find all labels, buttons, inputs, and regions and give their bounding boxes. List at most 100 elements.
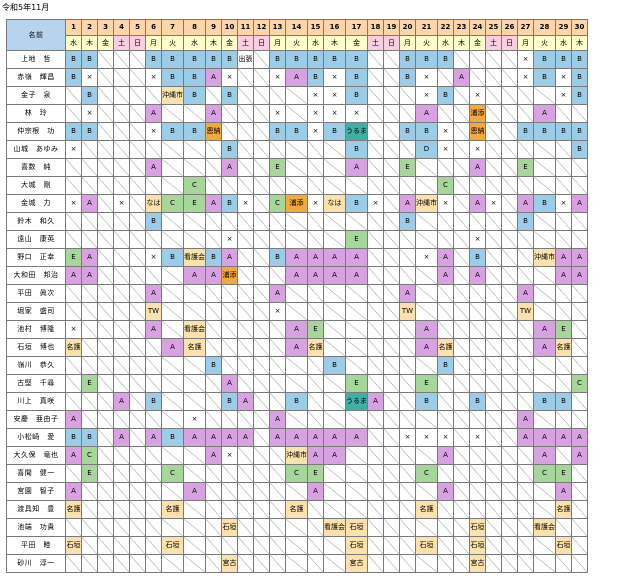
schedule-cell[interactable]: B <box>65 50 82 69</box>
schedule-cell[interactable] <box>81 320 98 339</box>
schedule-cell[interactable]: 看護会 <box>183 248 206 267</box>
schedule-cell[interactable] <box>307 212 324 231</box>
schedule-cell[interactable] <box>501 248 518 267</box>
schedule-cell[interactable] <box>367 284 384 303</box>
schedule-cell[interactable] <box>113 536 130 555</box>
schedule-cell[interactable]: A <box>323 428 346 447</box>
schedule-cell[interactable]: 石垣 <box>469 536 486 555</box>
schedule-cell[interactable]: 名護 <box>285 500 308 519</box>
schedule-cell[interactable]: × <box>323 86 346 105</box>
schedule-cell[interactable] <box>129 446 146 465</box>
schedule-cell[interactable] <box>285 374 308 393</box>
schedule-cell[interactable] <box>453 194 470 213</box>
schedule-cell[interactable] <box>145 500 162 519</box>
schedule-cell[interactable] <box>453 338 470 357</box>
schedule-cell[interactable] <box>97 302 114 321</box>
schedule-cell[interactable]: A <box>323 248 346 267</box>
schedule-cell[interactable] <box>383 194 400 213</box>
schedule-cell[interactable] <box>97 176 114 195</box>
schedule-cell[interactable] <box>129 374 146 393</box>
schedule-cell[interactable] <box>453 536 470 555</box>
schedule-cell[interactable]: 石垣 <box>469 518 486 537</box>
schedule-cell[interactable] <box>415 446 438 465</box>
schedule-cell[interactable]: × <box>469 428 486 447</box>
schedule-cell[interactable] <box>269 392 286 411</box>
schedule-cell[interactable] <box>367 554 384 573</box>
schedule-cell[interactable]: A <box>183 266 206 285</box>
schedule-cell[interactable] <box>307 536 324 555</box>
schedule-cell[interactable] <box>113 86 130 105</box>
schedule-cell[interactable] <box>453 410 470 429</box>
schedule-cell[interactable] <box>571 518 588 537</box>
schedule-cell[interactable] <box>161 302 184 321</box>
schedule-cell[interactable]: × <box>469 86 486 105</box>
schedule-cell[interactable] <box>129 554 146 573</box>
schedule-cell[interactable] <box>383 248 400 267</box>
schedule-cell[interactable]: A <box>205 428 222 447</box>
schedule-cell[interactable]: TW <box>517 302 534 321</box>
schedule-cell[interactable] <box>113 212 130 231</box>
schedule-cell[interactable] <box>81 500 98 519</box>
schedule-cell[interactable]: × <box>307 122 324 141</box>
schedule-cell[interactable] <box>383 176 400 195</box>
schedule-cell[interactable]: × <box>65 194 82 213</box>
schedule-cell[interactable] <box>237 338 254 357</box>
schedule-cell[interactable]: A <box>555 482 572 501</box>
schedule-cell[interactable] <box>221 104 238 123</box>
schedule-cell[interactable] <box>81 158 98 177</box>
schedule-cell[interactable]: A <box>205 194 222 213</box>
schedule-cell[interactable] <box>485 374 502 393</box>
schedule-cell[interactable] <box>113 104 130 123</box>
schedule-cell[interactable] <box>501 338 518 357</box>
schedule-cell[interactable]: うるま <box>345 392 368 411</box>
schedule-cell[interactable] <box>237 68 254 87</box>
schedule-cell[interactable] <box>437 320 454 339</box>
schedule-cell[interactable]: C <box>183 176 206 195</box>
schedule-cell[interactable] <box>221 320 238 339</box>
schedule-cell[interactable] <box>517 446 534 465</box>
schedule-cell[interactable] <box>97 50 114 69</box>
schedule-cell[interactable] <box>285 104 308 123</box>
schedule-cell[interactable] <box>485 158 502 177</box>
schedule-cell[interactable] <box>399 410 416 429</box>
schedule-cell[interactable]: × <box>555 86 572 105</box>
schedule-cell[interactable] <box>253 158 270 177</box>
schedule-cell[interactable] <box>485 266 502 285</box>
schedule-cell[interactable] <box>269 536 286 555</box>
schedule-cell[interactable] <box>97 482 114 501</box>
schedule-cell[interactable] <box>323 374 346 393</box>
schedule-cell[interactable]: A <box>113 428 130 447</box>
schedule-cell[interactable]: B <box>571 140 588 159</box>
schedule-cell[interactable]: A <box>269 428 286 447</box>
schedule-cell[interactable] <box>145 140 162 159</box>
schedule-cell[interactable] <box>221 338 238 357</box>
schedule-cell[interactable]: × <box>323 68 346 87</box>
schedule-cell[interactable] <box>129 410 146 429</box>
schedule-cell[interactable]: B <box>145 50 162 69</box>
schedule-cell[interactable] <box>183 284 206 303</box>
schedule-cell[interactable]: A <box>145 320 162 339</box>
schedule-cell[interactable]: × <box>399 428 416 447</box>
schedule-cell[interactable]: A <box>285 338 308 357</box>
schedule-cell[interactable] <box>113 68 130 87</box>
schedule-cell[interactable]: B <box>81 86 98 105</box>
schedule-cell[interactable] <box>65 392 82 411</box>
schedule-cell[interactable] <box>469 482 486 501</box>
schedule-cell[interactable] <box>65 230 82 249</box>
schedule-cell[interactable] <box>237 410 254 429</box>
schedule-cell[interactable] <box>253 410 270 429</box>
schedule-cell[interactable] <box>205 410 222 429</box>
schedule-cell[interactable] <box>383 500 400 519</box>
schedule-cell[interactable] <box>97 248 114 267</box>
schedule-cell[interactable]: 名護 <box>307 338 324 357</box>
schedule-cell[interactable] <box>161 482 184 501</box>
schedule-cell[interactable] <box>437 464 454 483</box>
schedule-cell[interactable]: B <box>345 140 368 159</box>
schedule-cell[interactable] <box>517 338 534 357</box>
schedule-cell[interactable] <box>161 140 184 159</box>
schedule-cell[interactable] <box>469 446 486 465</box>
schedule-cell[interactable]: × <box>469 230 486 249</box>
schedule-cell[interactable] <box>469 50 486 69</box>
schedule-cell[interactable] <box>97 284 114 303</box>
schedule-cell[interactable]: × <box>345 104 368 123</box>
